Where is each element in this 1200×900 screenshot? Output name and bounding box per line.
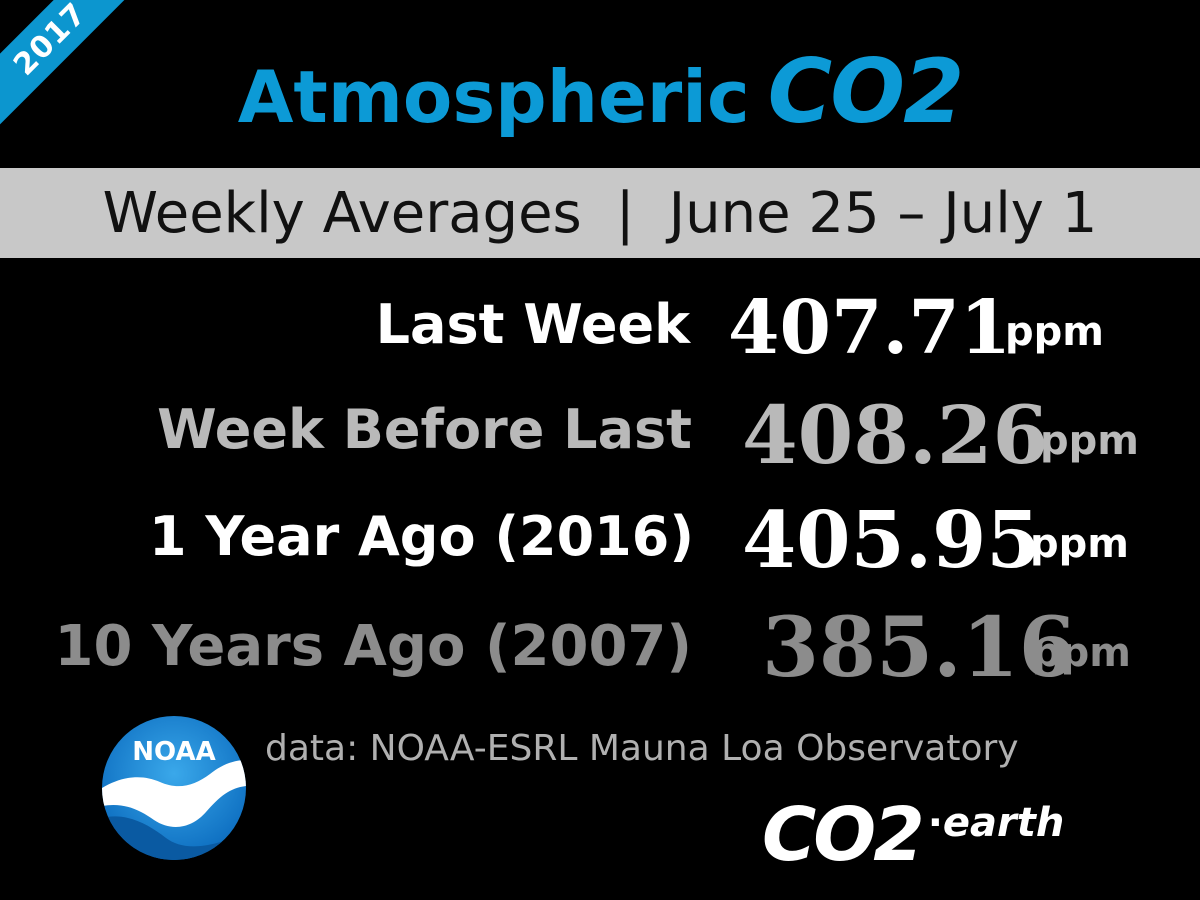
row-week-before-last: Week Before Last 408.26 ppm (0, 388, 1200, 488)
row-unit: ppm (1040, 418, 1139, 464)
row-10-years-ago: 10 Years Ago (2007) 385.16 ppm (0, 600, 1200, 700)
subtitle-right: June 25 – July 1 (668, 180, 1098, 246)
subtitle-separator: | (615, 180, 635, 246)
row-value: 407.71 (728, 285, 1012, 371)
subtitle-band: Weekly Averages | June 25 – July 1 (0, 168, 1200, 258)
row-value: 405.95 (742, 495, 1041, 586)
data-source: data: NOAA-ESRL Mauna Loa Observatory (265, 728, 1019, 769)
brand-part1: CO2 (762, 792, 925, 878)
row-value: 408.26 (742, 388, 1049, 482)
row-unit: ppm (1032, 630, 1131, 676)
page-title: Atmospheric CO2 (0, 40, 1200, 143)
row-unit: ppm (1005, 309, 1104, 355)
brand-dot: · (927, 800, 943, 846)
row-label: Week Before Last (157, 398, 692, 461)
row-label: Last Week (375, 293, 690, 356)
row-value: 385.16 (762, 600, 1076, 696)
row-label: 10 Years Ago (2007) (54, 614, 693, 679)
row-1-year-ago: 1 Year Ago (2016) 405.95 ppm (0, 495, 1200, 595)
row-label: 1 Year Ago (2016) (148, 505, 694, 568)
co2-earth-logo: CO2 ·earth (762, 792, 1064, 878)
title-co2: CO2 (767, 40, 965, 143)
noaa-logo-text: NOAA (132, 737, 215, 767)
subtitle-left: Weekly Averages (102, 180, 582, 246)
row-unit: ppm (1030, 521, 1129, 567)
noaa-bird-icon: NOAA (102, 737, 246, 860)
row-last-week: Last Week 407.71 ppm (0, 285, 1200, 385)
noaa-logo-icon: NOAA (102, 716, 246, 860)
brand-part2: earth (942, 800, 1065, 846)
title-text: Atmospheric (237, 55, 750, 139)
